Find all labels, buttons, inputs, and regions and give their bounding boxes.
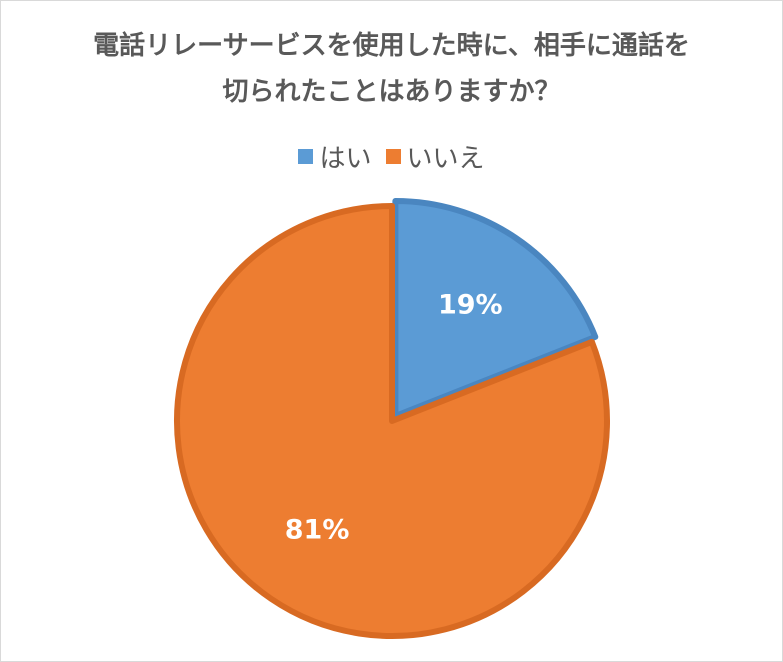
legend-swatch-no <box>385 149 401 164</box>
pie-slice-no <box>174 203 610 639</box>
slice-label-yes: 19% <box>438 289 503 320</box>
legend-item-yes: はい <box>298 138 372 175</box>
chart-title-line-2: 切られたことはありますか？ <box>222 77 561 107</box>
legend-item-no: いいえ <box>385 138 485 175</box>
legend-label-no: いいえ <box>406 144 485 174</box>
legend-label-yes: はい <box>319 144 372 174</box>
legend-swatch-yes <box>298 149 314 164</box>
legend: はい いいえ <box>0 138 783 175</box>
chart-title-line-1: 電話リレーサービスを使用した時に、相手に通話を <box>93 31 690 61</box>
slice-label-no: 81% <box>285 515 350 546</box>
pie-labels: 19% 81% <box>285 289 503 545</box>
pie-slices <box>174 198 610 639</box>
pie-slice-yes <box>392 198 599 420</box>
